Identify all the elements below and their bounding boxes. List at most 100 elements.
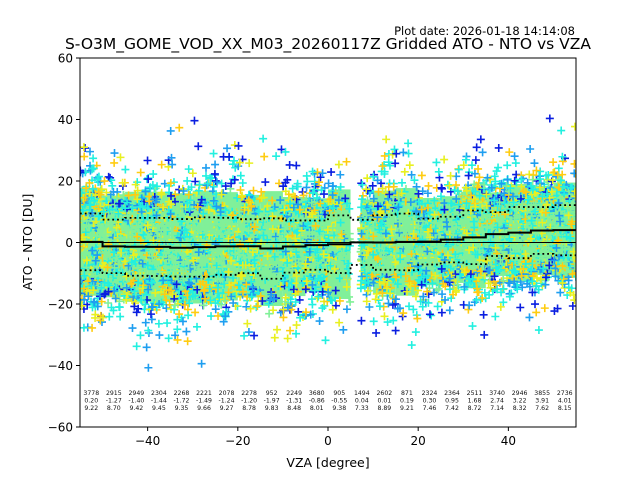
scatter-point <box>176 212 185 221</box>
scatter-point <box>121 165 130 174</box>
scatter-point <box>131 190 140 199</box>
scatter-point <box>159 252 168 261</box>
scatter-point <box>134 278 143 287</box>
scatter-point <box>97 283 106 292</box>
scatter-point <box>157 277 166 286</box>
scatter-point <box>103 263 112 272</box>
scatter-point <box>80 253 86 262</box>
scatter-point <box>188 269 197 278</box>
scatter-point <box>133 186 142 195</box>
scatter-point <box>144 363 153 372</box>
scatter-point <box>202 228 211 237</box>
scatter-point <box>194 248 203 257</box>
scatter-point <box>120 193 129 202</box>
scatter-point <box>136 168 145 177</box>
scatter-point <box>127 279 136 288</box>
scatter-point <box>138 259 147 268</box>
scatter-point <box>139 230 148 239</box>
scatter-point <box>172 247 181 256</box>
scatter-point <box>179 187 188 196</box>
scatter-point <box>193 202 202 211</box>
scatter-point <box>199 301 208 310</box>
scatter-point <box>208 252 217 261</box>
scatter-point <box>85 147 94 156</box>
scatter-point <box>189 286 198 295</box>
scatter-point <box>136 331 145 340</box>
scatter-point <box>133 195 142 204</box>
scatter-point <box>93 251 102 260</box>
scatter-point <box>175 123 184 132</box>
scatter-point <box>112 268 121 277</box>
scatter-point <box>173 325 182 334</box>
scatter-point <box>185 299 194 308</box>
scatter-point <box>114 209 123 218</box>
scatter-point <box>180 301 189 310</box>
scatter-point <box>91 256 100 265</box>
scatter-point <box>116 312 125 321</box>
scatter-point <box>143 261 152 270</box>
scatter-point <box>128 324 137 333</box>
scatter-point <box>137 296 146 305</box>
scatter-point <box>187 183 196 192</box>
scatter-point <box>89 154 98 163</box>
scatter-point <box>112 223 121 232</box>
scatter-point <box>80 233 87 242</box>
scatter-point <box>80 143 88 152</box>
scatter-point <box>88 184 97 193</box>
scatter-point <box>118 178 127 187</box>
scatter-point <box>190 262 199 271</box>
scatter-point <box>162 304 171 313</box>
scatter-point <box>132 308 141 317</box>
scatter-point <box>152 203 161 212</box>
scatter-point <box>138 284 147 293</box>
scatter-point <box>152 259 161 268</box>
scatter-point <box>179 292 188 301</box>
scatter-point <box>125 237 134 246</box>
scatter-point <box>141 300 150 309</box>
scatter-point <box>111 294 120 303</box>
scatter-point <box>82 256 91 265</box>
scatter-point <box>147 303 156 312</box>
scatter-point <box>131 287 140 296</box>
scatter-point <box>150 258 159 267</box>
scatter-point <box>134 271 143 280</box>
scatter-point <box>190 116 199 125</box>
scatter-point <box>206 174 215 183</box>
scatter-point <box>148 181 157 190</box>
scatter-point <box>194 142 203 151</box>
scatter-point <box>183 176 192 185</box>
scatter-point <box>157 160 166 169</box>
scatter-point <box>105 205 114 214</box>
scatter-point <box>159 203 168 212</box>
scatter-point <box>189 212 198 221</box>
scatter-point <box>104 279 113 288</box>
scatter-point <box>203 179 212 188</box>
scatter-point <box>110 149 119 158</box>
scatter-point <box>183 337 192 346</box>
scatter-point <box>90 196 99 205</box>
scatter-point <box>167 286 176 295</box>
scatter-point <box>202 163 211 172</box>
scatter-point <box>193 225 202 234</box>
scatter-point <box>173 335 182 344</box>
scatter-point <box>101 289 110 298</box>
scatter-point <box>196 241 205 250</box>
scatter-point <box>88 323 97 332</box>
scatter-point <box>179 274 188 283</box>
scatter-point <box>191 291 200 300</box>
scatter-point <box>179 258 188 267</box>
scatter-point <box>193 267 202 276</box>
scatter-point <box>89 164 98 173</box>
scatter-point <box>168 160 177 169</box>
scatter-point <box>204 205 213 214</box>
scatter-point <box>130 256 139 265</box>
scatter-point <box>184 311 193 320</box>
scatter-point <box>80 284 89 293</box>
scatter-point <box>116 234 125 243</box>
scatter-point <box>180 232 189 241</box>
scatter-point <box>88 230 97 239</box>
scatter-point <box>210 169 219 178</box>
scatter-point <box>122 272 131 281</box>
scatter-point <box>191 308 200 317</box>
scatter-point <box>122 225 131 234</box>
